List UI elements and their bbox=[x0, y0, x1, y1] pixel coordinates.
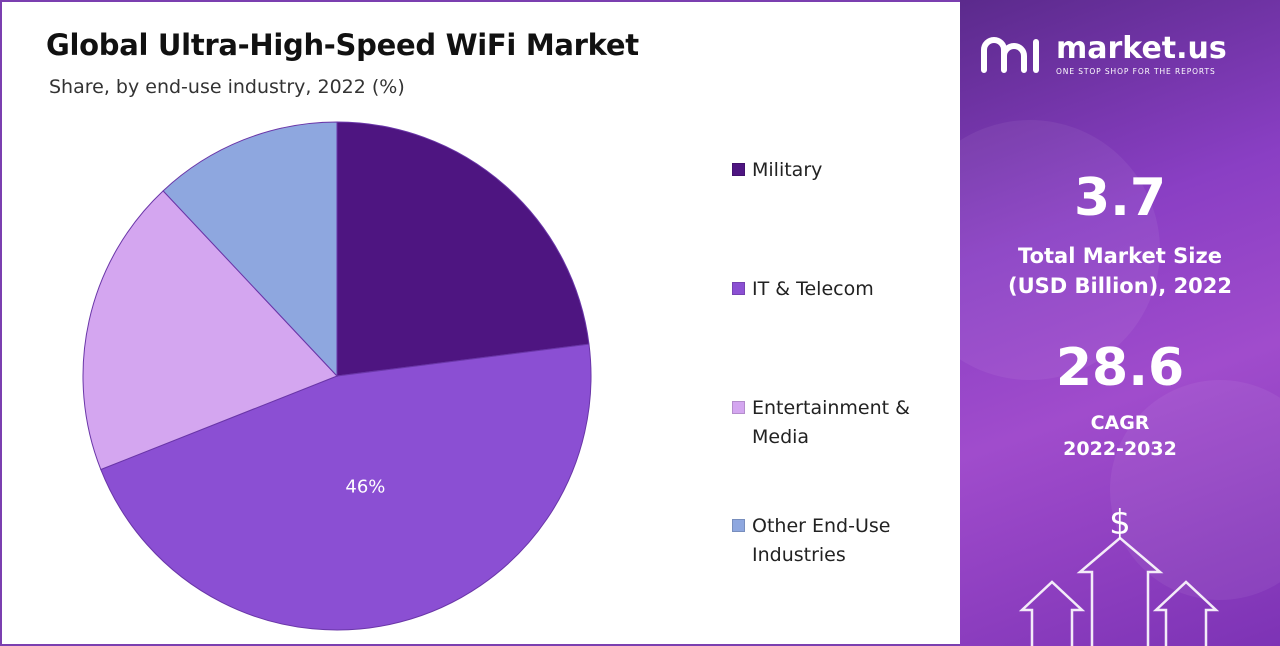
legend-item-it-telecom: IT & Telecom bbox=[732, 275, 937, 304]
pie-slice-other-end-use bbox=[162, 121, 338, 378]
legend-swatch-it-telecom bbox=[732, 282, 745, 295]
chart-legend: Military IT & Telecom Entertainment & Me… bbox=[732, 2, 952, 646]
cagr-label-line2: 2022-2032 bbox=[1063, 438, 1177, 460]
cagr-value: 28.6 bbox=[1055, 338, 1185, 398]
chart-title: Global Ultra-High-Speed WiFi Market bbox=[46, 28, 639, 62]
arrow-up-icon bbox=[1152, 580, 1220, 646]
legend-swatch-military bbox=[732, 163, 745, 176]
cagr-label-line1: CAGR bbox=[1090, 412, 1150, 434]
pie-slice-military bbox=[336, 121, 590, 377]
pie-chart: 46% bbox=[82, 121, 592, 631]
chart-panel: Global Ultra-High-Speed WiFi Market Shar… bbox=[0, 0, 960, 646]
arrow-up-icon bbox=[1076, 536, 1164, 646]
logo-icon bbox=[981, 37, 1039, 73]
background-decoration bbox=[960, 120, 1160, 380]
legend-label-other-end-use: Other End-Use Industries bbox=[752, 515, 891, 566]
legend-label-it-telecom: IT & Telecom bbox=[752, 278, 874, 300]
pie-slice-it-telecom bbox=[100, 343, 592, 631]
pie-slice-entertainment-media bbox=[82, 190, 338, 471]
legend-swatch-entertainment-media bbox=[732, 401, 745, 414]
legend-label-military: Military bbox=[752, 159, 823, 181]
legend-label-entertainment-media: Entertainment & Media bbox=[752, 397, 910, 448]
legend-item-military: Military bbox=[732, 156, 937, 185]
growth-arrows-graphic: $ bbox=[1018, 503, 1220, 646]
dollar-icon: $ bbox=[1109, 503, 1131, 543]
brand-logo[interactable]: market.us ONE STOP SHOP FOR THE REPORTS bbox=[980, 34, 1227, 76]
market-summary-panel: market.us ONE STOP SHOP FOR THE REPORTS … bbox=[960, 0, 1280, 646]
brand-name: market.us bbox=[1056, 31, 1227, 66]
arrow-up-icon bbox=[1018, 580, 1086, 646]
chart-subtitle: Share, by end-use industry, 2022 (%) bbox=[49, 76, 405, 98]
market-size-value: 3.7 bbox=[1073, 168, 1167, 228]
legend-swatch-other-end-use bbox=[732, 519, 745, 532]
market-size-label-line2: (USD Billion), 2022 bbox=[1007, 274, 1233, 298]
brand-tagline: ONE STOP SHOP FOR THE REPORTS bbox=[1056, 67, 1216, 76]
pie-data-label: 46% bbox=[345, 477, 385, 498]
market-size-label-line1: Total Market Size bbox=[1018, 244, 1222, 268]
legend-item-other-end-use: Other End-Use Industries bbox=[732, 512, 937, 570]
background-decoration bbox=[1110, 380, 1280, 600]
legend-item-entertainment-media: Entertainment & Media bbox=[732, 394, 937, 452]
